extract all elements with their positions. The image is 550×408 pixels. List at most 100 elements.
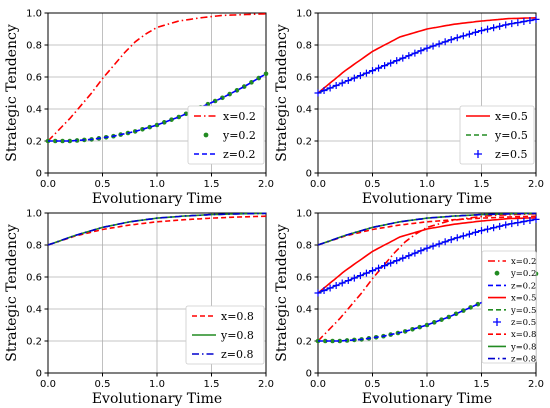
data-point (532, 15, 540, 23)
data-point (320, 287, 328, 295)
x-tick-group: 1.5 (474, 179, 490, 190)
legend-marker (474, 150, 482, 158)
series-line (48, 73, 267, 142)
data-point (431, 320, 437, 325)
data-point (502, 21, 510, 29)
data-point (314, 89, 322, 97)
data-point (429, 42, 437, 50)
y-tick-group: 0.8 (26, 241, 42, 252)
data-point (423, 244, 431, 252)
data-point (514, 219, 522, 227)
x-tick-group: 1.0 (149, 179, 165, 190)
series-z=0.8 (47, 212, 267, 246)
y-tick-group: 0.8 (296, 41, 312, 52)
data-point (520, 218, 528, 226)
data-point (484, 25, 492, 33)
x-tick-group: 0.5 (95, 379, 111, 390)
y-tick-label: 1.0 (26, 9, 42, 20)
x-tick-label: 0.5 (95, 179, 111, 190)
x-tick-group: 0.0 (310, 179, 326, 190)
data-point (326, 284, 334, 292)
data-point (387, 59, 395, 67)
x-tick-label: 0.0 (310, 379, 326, 390)
legend-label: y=0.5 (510, 306, 536, 316)
data-point (478, 227, 485, 235)
data-point (490, 224, 498, 232)
y-tick-group: 1.0 (26, 209, 42, 220)
y-tick-label: 0.8 (296, 41, 312, 52)
data-point (399, 54, 407, 62)
series-line (47, 215, 267, 246)
data-point (459, 232, 467, 240)
data-point (74, 138, 80, 143)
y-axis-label: Strategic Tendency (4, 224, 20, 362)
data-point (405, 252, 413, 260)
series-z=0.2 (318, 273, 537, 342)
y-tick-group: 1.0 (26, 9, 42, 20)
legend-label: z=0.2 (511, 281, 536, 291)
y-tick-label: 0.4 (26, 105, 42, 116)
y-axis-label: Strategic Tendency (274, 224, 290, 362)
data-point (344, 277, 352, 285)
y-tick-label: 0.4 (296, 105, 312, 116)
y-tick-label: 0 (36, 369, 42, 380)
x-tick-label: 0.5 (365, 179, 381, 190)
y-tick-label: 0 (306, 369, 312, 380)
x-tick-group: 0.5 (365, 379, 381, 390)
legend-marker (493, 318, 501, 326)
legend-label: z=0.5 (495, 148, 528, 161)
y-tick-group: 0 (36, 169, 42, 180)
legend-label: y=0.2 (510, 269, 536, 279)
data-point (417, 247, 425, 255)
data-point (332, 82, 340, 90)
series-line (317, 212, 537, 246)
y-tick-label: 0.2 (26, 337, 42, 348)
data-point (453, 34, 461, 42)
y-tick-group: 0.2 (26, 337, 42, 348)
x-tick-label: 1.0 (419, 179, 435, 190)
x-tick-label: 0.0 (40, 179, 56, 190)
series-line (47, 13, 267, 142)
data-point (369, 267, 376, 275)
data-point (514, 19, 522, 27)
data-point (320, 87, 328, 95)
y-tick-group: 0 (306, 169, 312, 180)
x-tick-group: 0.0 (40, 379, 56, 390)
y-tick-label: 0.2 (296, 137, 312, 148)
data-point (375, 64, 383, 72)
y-tick-group: 0.4 (26, 305, 42, 316)
data-point (447, 236, 455, 244)
y-tick-label: 1.0 (296, 209, 312, 220)
legend-box (187, 105, 265, 165)
y-tick-label: 0.8 (26, 41, 42, 52)
x-tick-label: 1.0 (419, 379, 435, 390)
x-tick-label: 1.5 (474, 179, 490, 190)
data-point (429, 242, 437, 250)
legend-label: x=0.5 (511, 294, 536, 304)
x-tick-group: 0.0 (310, 379, 326, 390)
y-tick-group: 0.6 (296, 73, 312, 84)
data-point (465, 230, 473, 238)
legend-marker (203, 132, 209, 138)
x-axis-label: Evolutionary Time (92, 391, 222, 407)
data-point (411, 249, 419, 257)
data-point (344, 338, 350, 343)
y-tick-group: 0.4 (296, 305, 312, 316)
data-point (526, 216, 534, 224)
series-line (317, 215, 537, 246)
legend-label: y=0.5 (494, 129, 528, 142)
data-point (484, 225, 492, 233)
y-tick-label: 0.2 (26, 137, 42, 148)
y-tick-group: 0.6 (26, 273, 42, 284)
data-point (532, 215, 540, 223)
chart-panel-1: 0.0 0.5 1.0 1.5 2.000.20.40.60.81.0Evolution… (4, 9, 274, 208)
data-point (356, 72, 364, 80)
data-point (375, 264, 383, 272)
legend-label: y=0.8 (510, 342, 536, 352)
data-point (435, 240, 443, 248)
data-point (67, 138, 73, 144)
data-point (350, 274, 358, 282)
legend: x=0.2 y=0.2 z=0.2 x=0.5 y=0.5 z=0.5 x=0.8 y=0.8… (481, 250, 536, 365)
data-point (350, 74, 358, 82)
data-point (465, 30, 473, 38)
